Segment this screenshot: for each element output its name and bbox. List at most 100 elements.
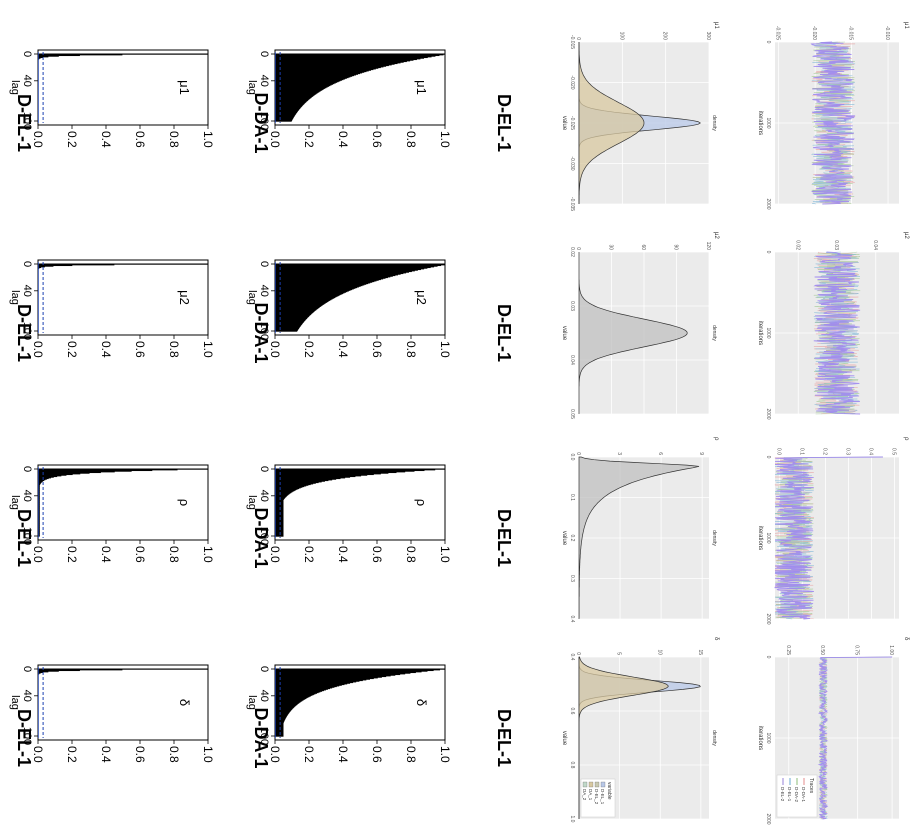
density-ytick-label: 30 <box>608 244 614 250</box>
density-legend-box <box>580 778 616 818</box>
density-ytick-label: 10 <box>656 649 662 655</box>
acf-xtick-label: 100 <box>21 727 33 745</box>
acf-ytick-label: 1.0 <box>201 341 215 358</box>
acf-bar <box>274 120 292 122</box>
trace-ytick-label: 0.04 <box>872 240 878 250</box>
acf-xlabel: lag <box>9 80 21 95</box>
density-ytick-label: 0 <box>575 652 581 655</box>
trace-legend-label: D-DA-2 <box>794 787 799 802</box>
acf-ytick-label: 0.8 <box>167 546 181 563</box>
acf-xlabel: lag <box>9 495 21 510</box>
acf-ytick-label: 0.8 <box>167 746 181 763</box>
trace-ytick-label: 0.02 <box>794 240 800 250</box>
section-title-density: D-EL-1 <box>494 509 514 567</box>
trace-ytick-label: -0.025 <box>775 26 781 40</box>
acf-ytick-label: 0.8 <box>404 341 418 358</box>
acf-panel-0-2: 0.0 0.2 0.4 0.6 0.8 1.0 0 40 100 lag ρ <box>246 464 452 563</box>
trace-ytick-label: 0.3 <box>844 448 850 455</box>
acf-xtick-label: 40 <box>21 75 33 87</box>
trace-legend-label: D-EL-1 <box>787 787 792 802</box>
trace-ytick-label: 0.50 <box>819 645 825 655</box>
density-xtick-label: -0.025 <box>569 116 575 130</box>
acf-ytick-label: 0.2 <box>65 746 79 763</box>
density-xtick-label: 0.02 <box>569 247 575 257</box>
trace-xtick-label: 2000 <box>765 813 771 824</box>
density-ytick-label: 90 <box>673 244 679 250</box>
density-xtick-label: 0.2 <box>569 535 575 542</box>
trace-legend-box <box>776 774 818 818</box>
acf-xtick-labels: 0 40 100 <box>258 466 270 545</box>
trace-panel-3: 0.25 0.50 0.75 1.00 0 1000 2000 iterations δ Trac… <box>757 637 909 825</box>
trace-line-D-EL-2 <box>813 251 861 415</box>
acf-ytick-label: 0.4 <box>99 746 113 763</box>
acf-xlabel: lag <box>9 290 21 305</box>
acf-ytick-label: 0.4 <box>336 746 350 763</box>
acf-panel-1-0: 0.0 0.2 0.4 0.6 0.8 1.0 0 40 100 lag μ1 <box>9 49 215 148</box>
acf-ytick-label: 0.2 <box>65 546 79 563</box>
acf-ytick-label: 0.2 <box>65 341 79 358</box>
trace-xtick-label: 2000 <box>765 613 771 624</box>
acf-xlabel: lag <box>246 80 258 95</box>
acf-ytick-label: 0.4 <box>99 131 113 148</box>
acf-xtick-label: 100 <box>258 112 270 130</box>
density-ytick-label: 5 <box>616 652 622 655</box>
trace-ytick-label: -0.020 <box>811 26 817 40</box>
density-legend-swatch <box>582 781 588 788</box>
density-xtick-label: 0.1 <box>569 494 575 501</box>
density-xtick-label: -0.020 <box>569 75 575 89</box>
density-ytick-label: 60 <box>640 244 646 250</box>
acf-ytick-label: 0.2 <box>302 341 316 358</box>
acf-ytick-label: 0.4 <box>336 341 350 358</box>
acf-ytick-label: 0.6 <box>133 131 147 148</box>
density-xtick-label: 0.3 <box>569 575 575 582</box>
density-xtick-label: 0.6 <box>569 708 575 715</box>
trace-ytick-label: 0.5 <box>890 448 896 455</box>
acf-ytick-label: 0.0 <box>31 546 45 563</box>
acf-panel-label: δ <box>177 699 192 706</box>
acf-ytick-label: 0.8 <box>167 341 181 358</box>
acf-ytick-label: 0.6 <box>133 746 147 763</box>
acf-xtick-label: 0 <box>21 666 33 672</box>
acf-xtick-label: 40 <box>21 285 33 297</box>
trace-line-D-EL-2 <box>817 656 893 820</box>
acf-xtick-label: 40 <box>258 690 270 702</box>
density-xtick-label: 0.04 <box>569 355 575 365</box>
section-title-acf-2: D-EL-1 <box>14 94 34 152</box>
acf-panel-label: ρ <box>414 499 429 506</box>
acf-panel-1-2: 0.0 0.2 0.4 0.6 0.8 1.0 0 40 100 lag ρ <box>9 464 215 563</box>
trace-ytick-label: 0.0 <box>776 448 782 455</box>
acf-ytick-label: 0.4 <box>99 546 113 563</box>
acf-panel-label: μ2 <box>177 290 192 305</box>
trace-xtick-label: 0 <box>765 456 771 459</box>
trace-panel-label: ρ <box>903 437 909 441</box>
density-xtick-label: 1.0 <box>569 816 575 823</box>
density-legend-label: D-EL_2 <box>594 789 599 805</box>
acf-ytick-label: 0.2 <box>302 131 316 148</box>
density-xlabel: value <box>561 731 567 746</box>
trace-xtick-label: 1000 <box>765 327 771 338</box>
acf-ytick-label: 1.0 <box>201 746 215 763</box>
trace-legend-title: Traces <box>808 778 814 794</box>
density-xlabel: value <box>561 116 567 131</box>
density-xtick-label: 0.8 <box>569 762 575 769</box>
section-title-density: D-EL-1 <box>494 709 514 767</box>
trace-panel-label: μ2 <box>903 232 909 239</box>
acf-ytick-label: 0.0 <box>268 341 282 358</box>
acf-xtick-label: 100 <box>21 527 33 545</box>
acf-ytick-label: 0.8 <box>404 746 418 763</box>
acf-xtick-label: 40 <box>258 490 270 502</box>
trace-ytick-label: 0.1 <box>799 448 805 455</box>
trace-xtick-label: 0 <box>765 251 771 254</box>
acf-ytick-label: 0.8 <box>404 131 418 148</box>
acf-xtick-label: 40 <box>258 285 270 297</box>
acf-panel-1-3: 0.0 0.2 0.4 0.6 0.8 1.0 0 40 100 lag δ <box>9 664 215 763</box>
density-xtick-label: 0.05 <box>569 409 575 419</box>
trace-xlabel: iterations <box>757 321 763 345</box>
acf-panel-label: μ1 <box>177 80 192 95</box>
trace-xlabel: iterations <box>757 111 763 135</box>
trace-panel-label: μ1 <box>903 22 909 29</box>
trace-xtick-label: 2000 <box>765 408 771 419</box>
section-title-acf-2: D-EL-1 <box>14 304 34 362</box>
density-panel-label: μ2 <box>713 232 719 239</box>
